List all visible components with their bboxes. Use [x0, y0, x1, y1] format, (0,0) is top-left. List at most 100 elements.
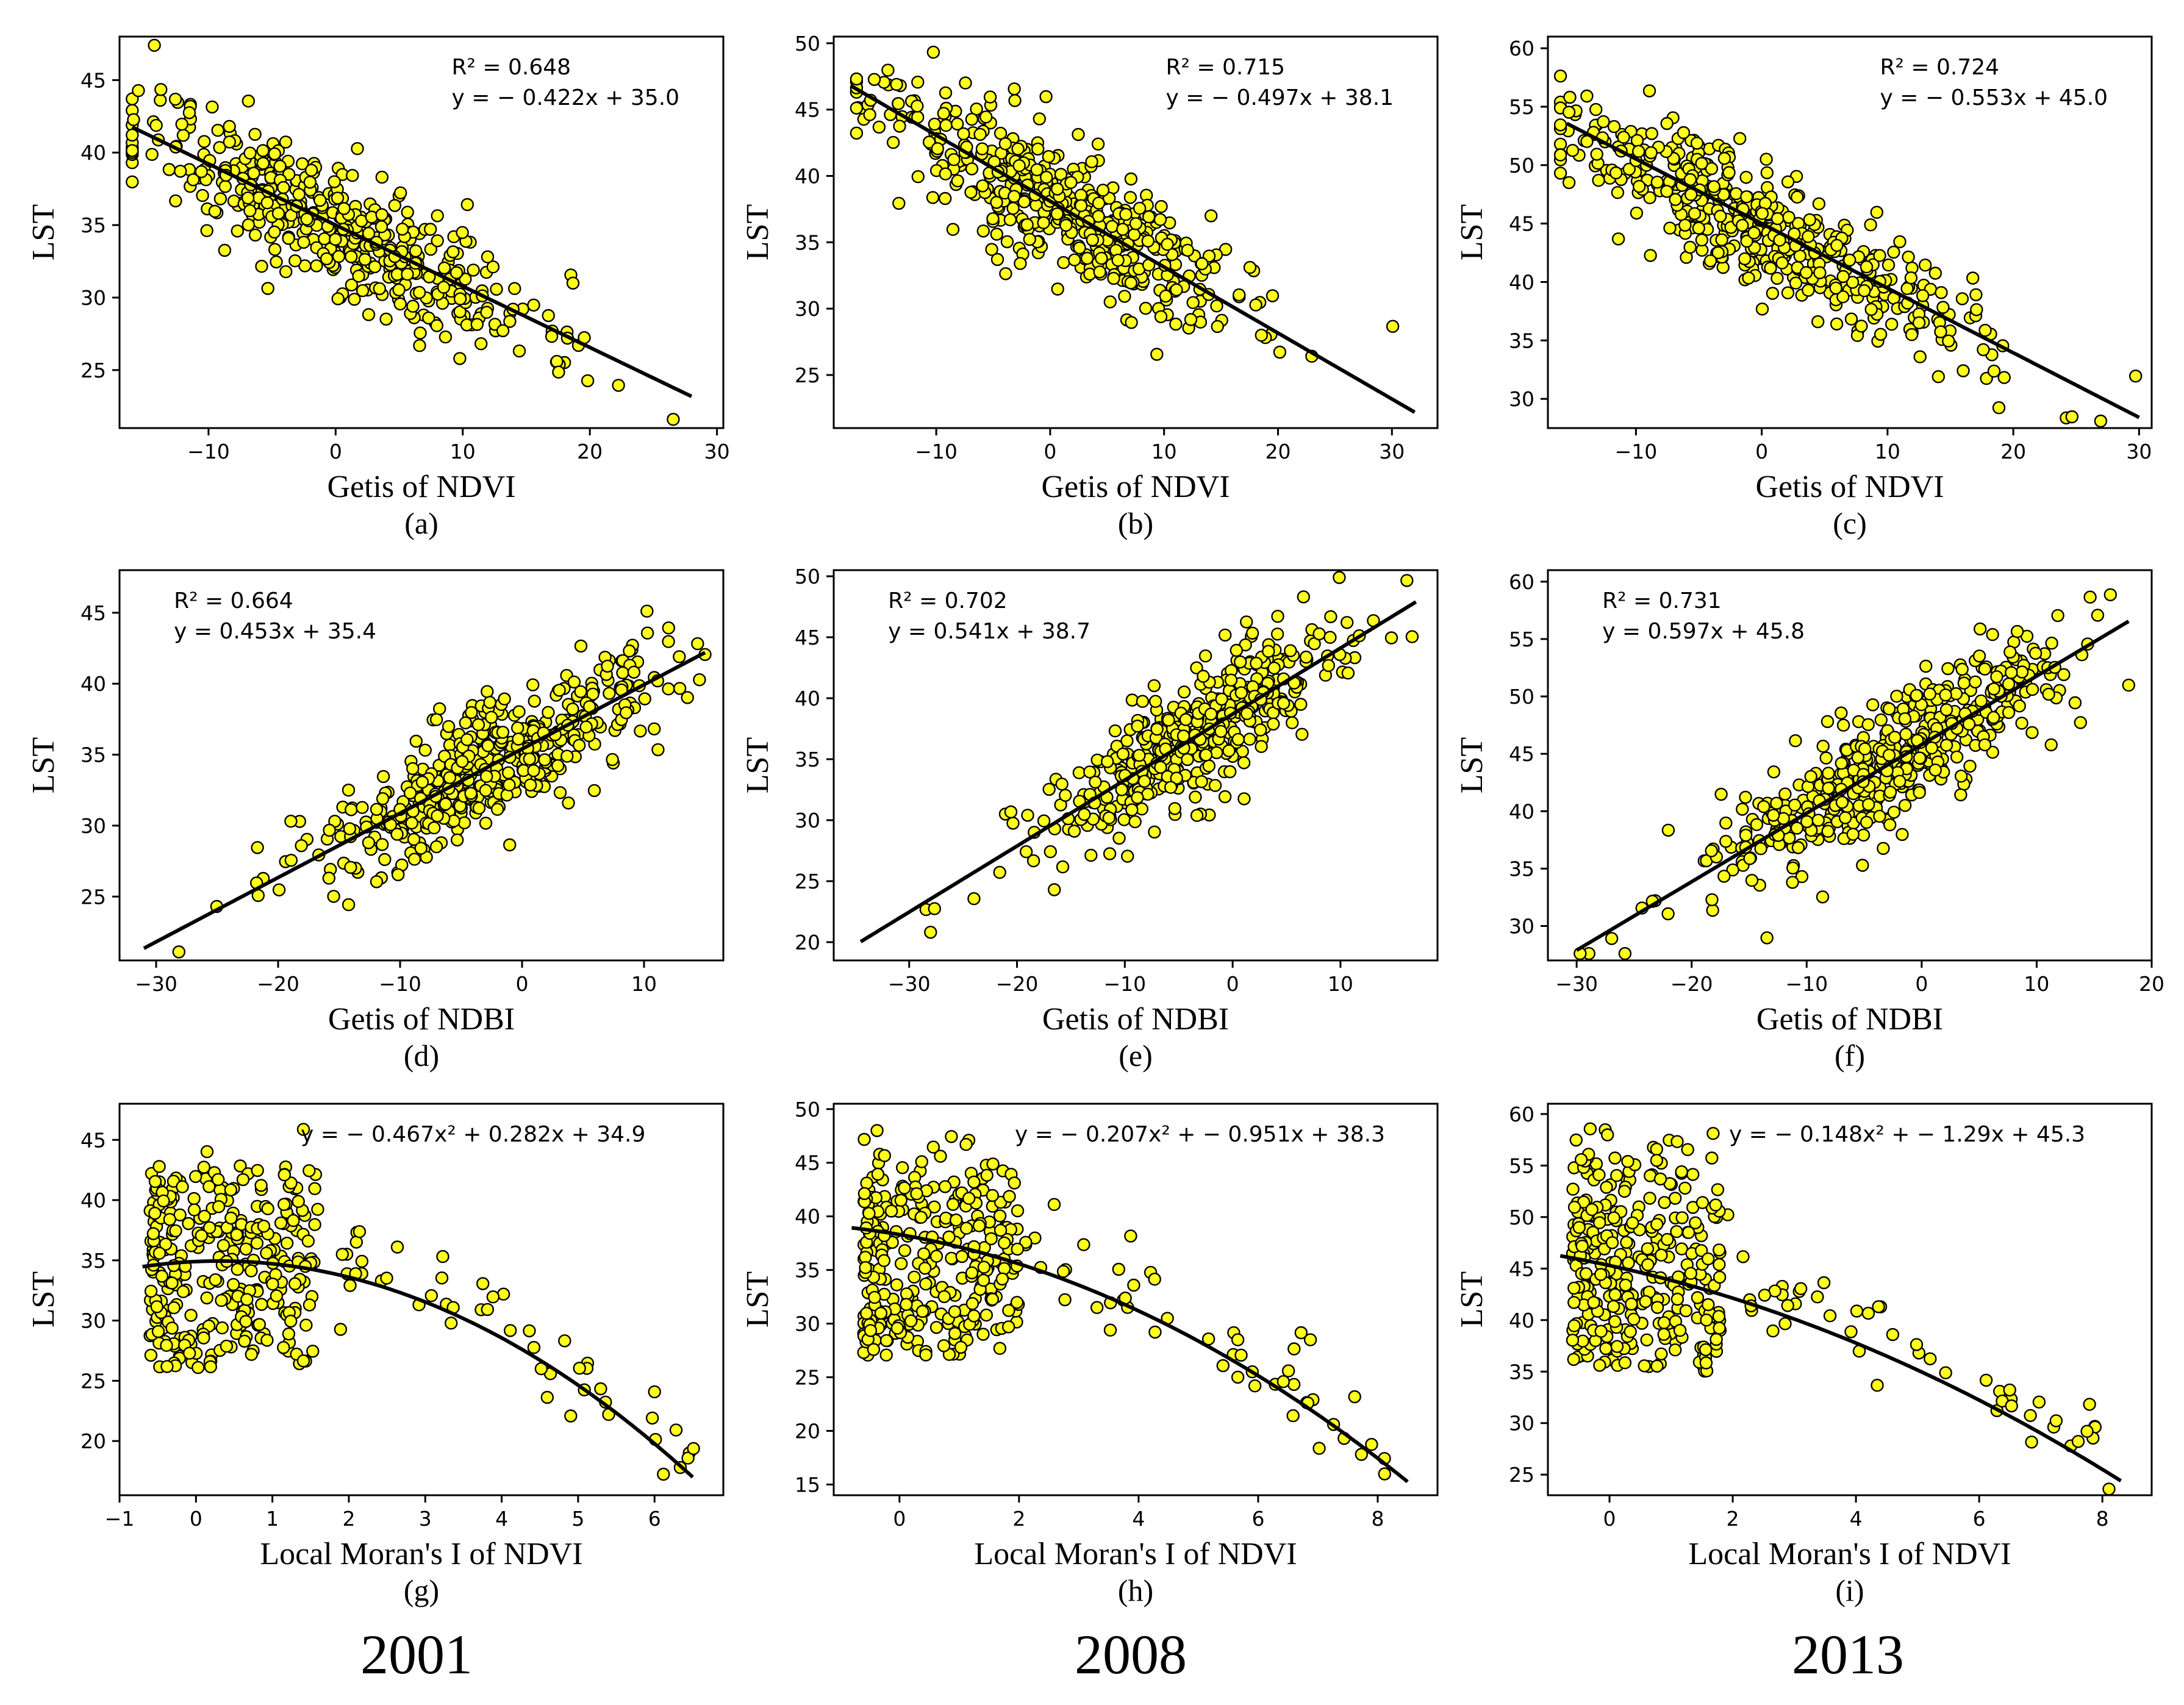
y-axis-title: LST — [1455, 1271, 1489, 1328]
data-point — [1120, 734, 1134, 748]
data-point — [998, 137, 1012, 151]
data-point — [394, 186, 407, 199]
data-point — [1131, 719, 1144, 733]
data-point — [627, 665, 641, 679]
data-point — [1284, 644, 1297, 657]
data-point — [1059, 788, 1072, 802]
data-point — [126, 175, 139, 188]
data-point — [346, 169, 359, 182]
data-point — [331, 191, 345, 205]
data-point — [169, 194, 182, 208]
data-point — [1835, 706, 1848, 720]
data-point — [1811, 813, 1825, 827]
data-point — [550, 355, 564, 368]
data-point — [1294, 698, 1308, 711]
data-point — [160, 1360, 174, 1373]
data-point — [1322, 659, 1336, 673]
data-point — [154, 93, 167, 107]
data-point — [1642, 84, 1656, 98]
data-point — [1789, 276, 1803, 290]
y-tick-label: 40 — [81, 1188, 106, 1212]
data-point — [949, 1213, 963, 1227]
data-point — [967, 1175, 981, 1189]
data-point — [1324, 610, 1337, 623]
data-point — [1955, 292, 1969, 306]
x-axis-title: Getis of NDBI — [1042, 1002, 1229, 1037]
y-tick-label: 40 — [81, 672, 106, 696]
data-point — [1643, 191, 1656, 204]
data-point — [126, 128, 139, 142]
y-tick-label: 30 — [1509, 387, 1534, 411]
data-point — [1102, 811, 1116, 824]
data-point — [937, 1290, 951, 1304]
data-point — [973, 127, 987, 141]
data-point — [337, 202, 351, 215]
data-point — [886, 135, 900, 149]
data-point — [1678, 1181, 1692, 1195]
x-axis-title: Local Moran's I of NDVI — [1688, 1537, 2011, 1571]
data-point — [1267, 661, 1281, 675]
data-point — [474, 337, 488, 351]
data-point — [1067, 824, 1081, 838]
data-point — [1802, 284, 1815, 297]
data-point — [403, 786, 417, 800]
y-tick-label: 55 — [1509, 627, 1534, 651]
data-point — [1562, 105, 1576, 119]
data-point — [1888, 731, 1902, 744]
data-point — [303, 1298, 317, 1312]
data-point — [496, 324, 510, 337]
data-point — [292, 188, 306, 201]
y-tick-label: 20 — [795, 1419, 820, 1443]
data-point — [248, 127, 262, 141]
data-point — [1100, 755, 1114, 768]
data-point — [318, 232, 331, 246]
data-point — [1836, 270, 1850, 284]
data-point — [1597, 115, 1610, 129]
data-point — [1711, 1183, 1725, 1196]
data-point — [236, 1173, 250, 1187]
data-point — [1072, 766, 1086, 779]
data-point — [579, 720, 593, 734]
data-point — [256, 157, 270, 170]
y-tick-label: 40 — [795, 165, 820, 188]
data-point — [1127, 1278, 1140, 1292]
data-point — [2013, 699, 2026, 713]
data-point — [401, 268, 414, 281]
data-point — [1924, 1352, 1937, 1366]
data-point — [917, 1247, 931, 1260]
data-point — [1610, 1168, 1624, 1182]
data-point — [1928, 266, 1942, 280]
data-point — [1378, 1467, 1392, 1481]
data-point — [1181, 243, 1195, 257]
fit-line-h — [851, 1226, 1409, 1484]
y-tick-label: 30 — [795, 1312, 820, 1336]
data-point — [1125, 803, 1139, 817]
data-point — [1750, 818, 1764, 831]
data-point — [1916, 289, 1930, 302]
data-point — [1986, 745, 2000, 759]
data-point — [1657, 1316, 1671, 1329]
data-point — [1592, 1168, 1606, 1182]
points-g — [143, 1123, 700, 1481]
data-point — [1711, 246, 1725, 260]
data-point — [2057, 668, 2071, 682]
y-tick-label: 45 — [81, 68, 106, 92]
plot-frame-c — [1547, 35, 2153, 429]
data-point — [977, 1260, 991, 1274]
data-point — [231, 224, 244, 238]
x-tick-label: 10 — [1328, 972, 1353, 996]
data-point — [1190, 809, 1204, 822]
data-point — [162, 163, 176, 176]
data-point — [1992, 401, 2006, 415]
data-point — [209, 1273, 222, 1287]
data-point — [1286, 1409, 1300, 1423]
data-point — [993, 1342, 1007, 1355]
data-point — [508, 282, 521, 295]
x-tick-label: 4 — [495, 1507, 508, 1531]
data-point — [1939, 703, 1953, 717]
data-point — [195, 1229, 208, 1243]
data-point — [1626, 1216, 1639, 1230]
data-point — [407, 852, 421, 866]
data-point — [1910, 688, 1924, 702]
data-point — [1655, 1347, 1668, 1361]
